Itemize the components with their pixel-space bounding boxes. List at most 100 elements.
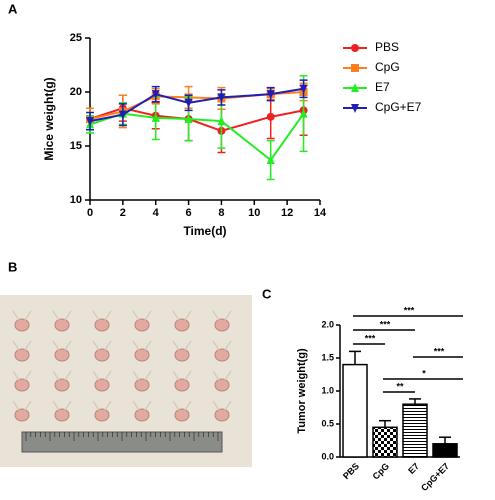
tumor (174, 408, 190, 422)
tumor (14, 378, 30, 392)
x-tick-label: 14 (314, 207, 327, 219)
tumor-stalk (132, 400, 152, 411)
tumor-stalk (92, 310, 112, 321)
x-tick-label: 4 (153, 207, 160, 219)
tumor-stalk (12, 340, 32, 351)
significance-label: ** (396, 381, 404, 391)
y-axis-label: Mice weight(g) (42, 77, 56, 160)
tumor (174, 318, 190, 332)
panel-label: C (262, 286, 272, 301)
tumor (14, 318, 30, 332)
x-axis-label: Time(d) (183, 224, 226, 238)
tumor-stalk (92, 370, 112, 381)
tumor (54, 318, 70, 332)
point (184, 114, 193, 123)
significance-label: * (422, 368, 426, 378)
tumor-stalk (212, 310, 232, 321)
tumor (214, 348, 230, 362)
point (217, 116, 226, 126)
tumor (94, 378, 110, 392)
tumor-stalk (52, 310, 72, 321)
y-tick-label: 10 (70, 194, 82, 206)
x-tick-label: CpG (371, 461, 392, 482)
tumor (134, 408, 150, 422)
y-tick-label: 0.5 (321, 418, 334, 428)
tumor (134, 378, 150, 392)
tumor (174, 378, 190, 392)
tumor-stalk (212, 340, 232, 351)
x-tick-label: 10 (248, 207, 260, 219)
legend-marker (351, 83, 359, 92)
tumor-stalk (12, 370, 32, 381)
panel-label: A (8, 1, 18, 16)
point (266, 90, 275, 100)
point (299, 108, 308, 118)
point (151, 112, 160, 122)
bar (432, 443, 458, 458)
significance-label: *** (365, 333, 376, 343)
x-tick-label: E7 (406, 461, 421, 476)
point (266, 155, 275, 165)
tumor (14, 408, 30, 422)
y-tick-label: 0.0 (321, 451, 334, 461)
y-tick-label: 1.5 (321, 352, 334, 362)
tumor-stalk (212, 400, 232, 411)
tumor-stalk (172, 310, 192, 321)
bar (402, 403, 428, 458)
y-tick-label: 20 (70, 86, 82, 98)
tumor-stalk (52, 370, 72, 381)
significance-label: *** (404, 305, 415, 315)
point (118, 110, 127, 120)
legend-marker (351, 44, 359, 52)
tumor (94, 318, 110, 332)
tumor (214, 408, 230, 422)
tumor-stalk (52, 400, 72, 411)
photo (0, 295, 252, 467)
x-tick-label: CpG+E7 (419, 461, 451, 493)
panel-label: B (8, 259, 17, 274)
tumor (214, 318, 230, 332)
tumor (54, 378, 70, 392)
legend-label: CpG+E7 (375, 100, 422, 114)
x-tick-label: 2 (120, 207, 126, 219)
tumor-stalk (132, 370, 152, 381)
bar (342, 363, 368, 458)
point (151, 90, 160, 100)
y-tick-label: 15 (70, 140, 82, 152)
bar (372, 426, 398, 458)
legend-marker (351, 104, 359, 113)
tumor (134, 318, 150, 332)
y-tick-label: 25 (70, 32, 82, 44)
tumor (94, 408, 110, 422)
y-tick-label: 1.0 (321, 385, 334, 395)
tumor (54, 408, 70, 422)
x-tick-label: 6 (186, 207, 192, 219)
significance-label: *** (434, 346, 445, 356)
tumor-stalk (12, 400, 32, 411)
tumor-stalk (172, 340, 192, 351)
y-axis-label: Tumor weight(g) (296, 348, 308, 434)
legend-label: CpG (375, 60, 400, 74)
x-tick-label: 8 (218, 207, 224, 219)
tumor-stalk (92, 400, 112, 411)
x-tick-label: 0 (87, 207, 93, 219)
point (184, 98, 193, 108)
tumor (94, 348, 110, 362)
tumor-stalk (92, 340, 112, 351)
legend-label: PBS (375, 40, 399, 54)
tumor (134, 348, 150, 362)
x-tick-label: 12 (281, 207, 293, 219)
significance-label: *** (380, 319, 391, 329)
legend-marker (351, 64, 359, 72)
tumor-stalk (132, 340, 152, 351)
x-tick-label: PBS (341, 461, 361, 481)
point (217, 93, 226, 103)
point (299, 84, 308, 94)
tumor (174, 348, 190, 362)
tumor (214, 378, 230, 392)
axis-line (89, 38, 320, 201)
tumor-stalk (172, 370, 192, 381)
tumor-stalk (212, 370, 232, 381)
tumor-stalk (12, 310, 32, 321)
tumor (14, 348, 30, 362)
